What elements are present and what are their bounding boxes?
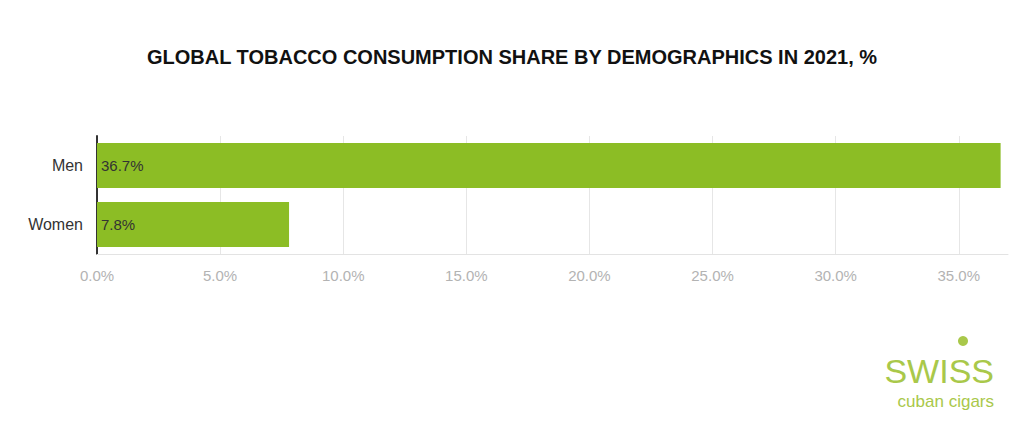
- svg-text:cuban cigars: cuban cigars: [898, 392, 994, 411]
- svg-text:20.0%: 20.0%: [568, 267, 611, 284]
- svg-text:35.0%: 35.0%: [937, 267, 980, 284]
- svg-text:0.0%: 0.0%: [80, 267, 114, 284]
- svg-text:Women: Women: [28, 216, 83, 233]
- svg-text:30.0%: 30.0%: [814, 267, 857, 284]
- svg-text:10.0%: 10.0%: [322, 267, 365, 284]
- svg-text:15.0%: 15.0%: [445, 267, 488, 284]
- svg-text:7.8%: 7.8%: [101, 216, 135, 233]
- svg-text:SWISS: SWISS: [884, 352, 994, 390]
- svg-text:25.0%: 25.0%: [691, 267, 734, 284]
- svg-text:GLOBAL TOBACCO CONSUMPTION SHA: GLOBAL TOBACCO CONSUMPTION SHARE BY DEMO…: [147, 46, 877, 68]
- svg-text:36.7%: 36.7%: [101, 157, 144, 174]
- svg-text:5.0%: 5.0%: [203, 267, 237, 284]
- svg-text:Men: Men: [52, 157, 83, 174]
